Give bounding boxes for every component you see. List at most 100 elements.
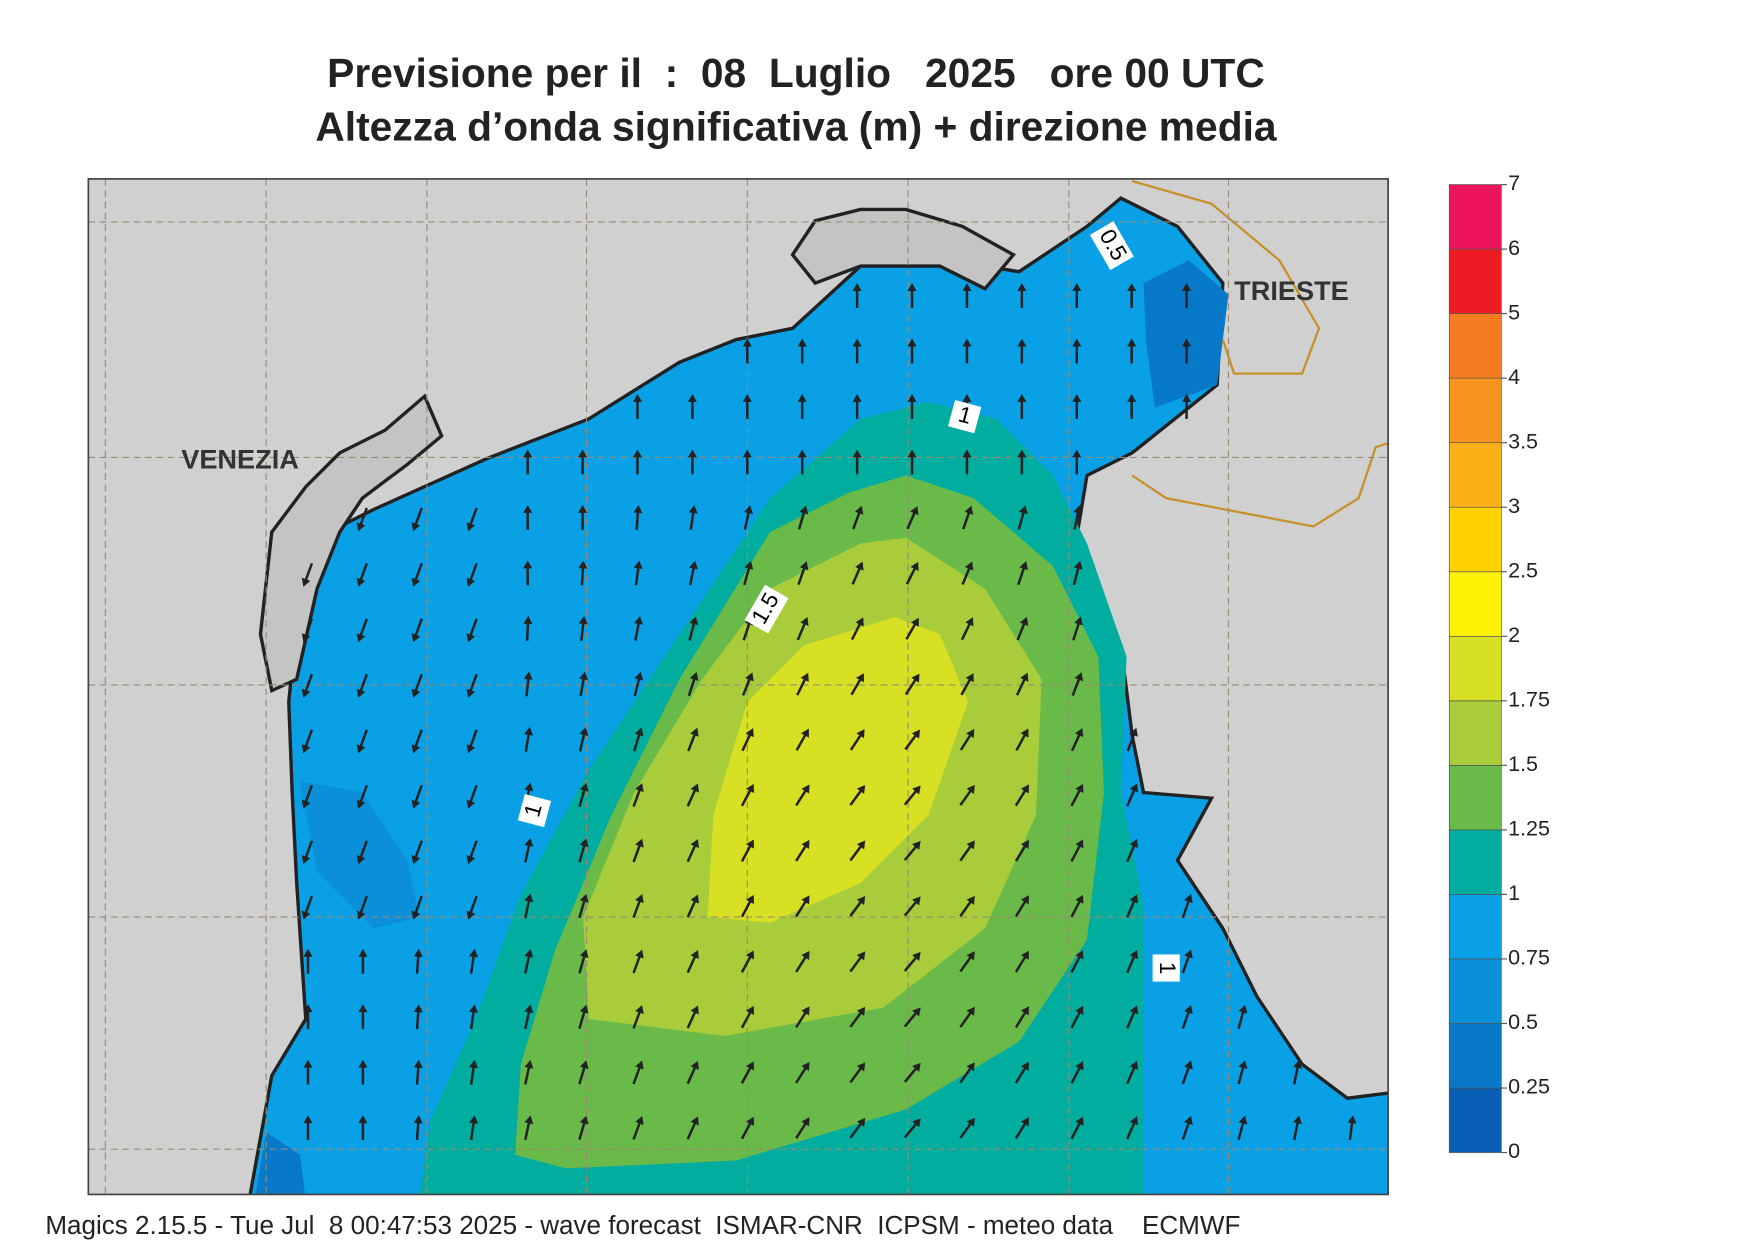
arrow-head	[523, 449, 533, 458]
arrow	[358, 948, 368, 974]
colorbar-tick-label: 4	[1508, 365, 1520, 389]
graticule	[88, 178, 1389, 1195]
arrow-shaft	[413, 784, 423, 805]
arrow	[303, 948, 313, 974]
arrow	[632, 393, 643, 419]
arrow-head	[912, 785, 921, 795]
arrow	[633, 504, 643, 530]
arrow	[1182, 393, 1192, 419]
arrow-shaft	[468, 507, 478, 528]
arrow	[413, 1115, 423, 1141]
arrow	[303, 1004, 313, 1030]
arrow	[687, 393, 697, 419]
colorbar-tick-label: 1	[1508, 881, 1520, 905]
arrow	[742, 393, 752, 419]
arrow-head	[1020, 672, 1029, 682]
colorbar-tick-label: 5	[1508, 300, 1520, 324]
arrow-shaft	[1070, 1120, 1083, 1140]
arrow-head	[1182, 393, 1192, 402]
arrow	[466, 729, 478, 754]
arrow-head	[910, 506, 919, 516]
arrow	[740, 950, 754, 973]
arrow-shaft	[852, 509, 862, 530]
arrow-head	[690, 727, 699, 737]
arrow-head	[301, 799, 311, 809]
arrow-head	[745, 950, 754, 960]
arrow-shaft	[796, 676, 808, 696]
arrow-head	[1184, 1060, 1193, 1070]
arrow	[1070, 894, 1084, 918]
arrow	[579, 671, 588, 697]
colorbar-tick-label: 7	[1508, 171, 1520, 195]
arrow-head	[854, 505, 864, 515]
arrow-head	[411, 577, 421, 587]
arrow	[356, 729, 368, 754]
low-wave-area	[255, 1132, 306, 1195]
arrow-head	[1182, 283, 1192, 291]
arrow	[301, 895, 314, 920]
arrow-head	[966, 1117, 975, 1127]
arrow	[907, 283, 917, 308]
arrow	[356, 507, 368, 532]
arrow	[1016, 616, 1029, 641]
arrow-head	[965, 617, 974, 627]
arrow-head	[799, 505, 809, 515]
arrow	[797, 561, 809, 586]
arrow-head	[303, 1004, 313, 1013]
arrow-head	[690, 839, 699, 849]
arrow-head	[856, 895, 866, 906]
arrow-head	[1127, 393, 1137, 402]
arrow	[852, 449, 862, 475]
arrow	[578, 615, 588, 641]
arrow	[358, 1059, 368, 1085]
arrow-shaft	[743, 564, 751, 586]
arrow-head	[1238, 1115, 1248, 1125]
arrow-head	[1184, 1005, 1193, 1014]
arrow-head	[1072, 338, 1082, 347]
arrow	[687, 727, 699, 752]
arrow-head	[965, 673, 974, 683]
colorbar-segment	[1448, 829, 1502, 895]
arrow-head	[907, 449, 917, 458]
arrow	[686, 1005, 699, 1029]
arrow-shaft	[1070, 842, 1083, 863]
arrow-head	[1072, 283, 1082, 291]
arrow-head	[524, 1060, 534, 1069]
arrow	[356, 673, 368, 698]
arrow-head	[1017, 449, 1027, 458]
arrow-head	[635, 1005, 644, 1015]
arrow	[578, 727, 589, 752]
arrow	[413, 1004, 423, 1030]
colorbar-segment	[1448, 894, 1502, 960]
arrow	[795, 839, 810, 862]
arrow	[1126, 1060, 1139, 1085]
arrow-head	[524, 949, 534, 958]
colorbar-tick-label: 3.5	[1508, 429, 1538, 453]
arrow	[466, 673, 478, 698]
arrow-head	[690, 1005, 699, 1015]
arrow-head	[1020, 784, 1029, 794]
arrow	[962, 449, 972, 475]
arrow-head	[966, 728, 975, 739]
arrow-head	[856, 1117, 866, 1127]
arrow	[795, 895, 810, 918]
arrow	[849, 895, 866, 917]
arrow-shaft	[1181, 897, 1191, 918]
arrow-shaft	[1126, 842, 1137, 863]
colorbar-tick-label: 0.75	[1508, 946, 1550, 970]
arrow-head	[1020, 839, 1029, 849]
arrow-shaft	[1072, 620, 1081, 641]
arrow	[466, 784, 478, 809]
arrow-head	[356, 688, 366, 698]
arrow	[632, 783, 644, 807]
arrow-head	[579, 671, 588, 681]
arrow-head	[469, 1059, 479, 1069]
arrow-head	[1129, 783, 1139, 793]
arrow-head	[1129, 838, 1139, 848]
arrow-shaft	[903, 788, 919, 806]
arrow	[523, 671, 533, 697]
arrow	[742, 449, 752, 475]
arrow-shaft	[413, 840, 423, 861]
arrow-head	[466, 799, 476, 809]
arrow-head	[1020, 1061, 1029, 1071]
